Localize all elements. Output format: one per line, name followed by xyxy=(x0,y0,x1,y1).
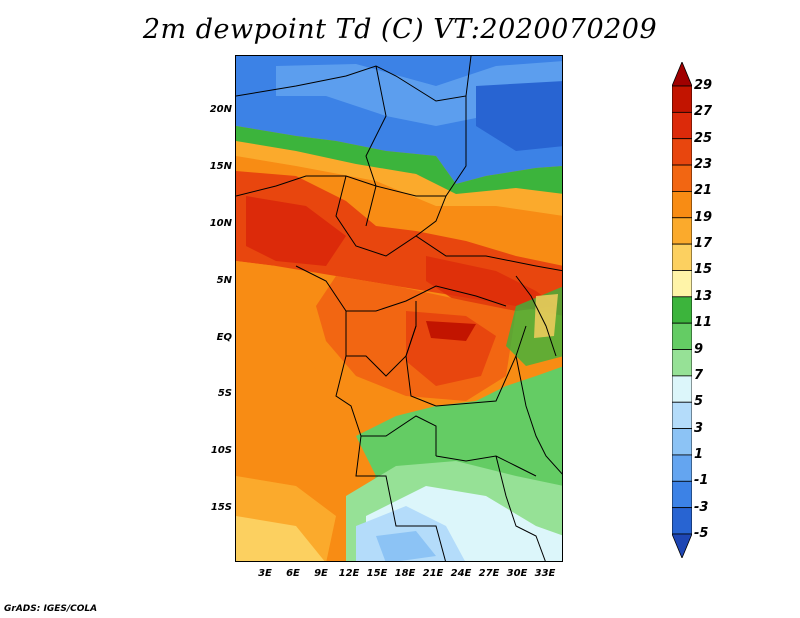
lat-label-10n: 10N xyxy=(209,218,232,229)
color-scale-label: 15 xyxy=(694,262,713,278)
color-scale-segment xyxy=(672,428,692,456)
color-scale-label: 29 xyxy=(694,78,713,93)
color-scale-label: 7 xyxy=(694,367,704,383)
color-scale-label: 17 xyxy=(694,236,713,252)
lat-label-15n: 15N xyxy=(209,161,232,172)
color-scale-segment xyxy=(672,164,692,192)
lon-label-9e: 9E xyxy=(314,568,328,579)
color-scale-segment xyxy=(672,296,692,324)
dewpoint-field xyxy=(236,56,562,561)
lon-label-30e: 30E xyxy=(506,568,528,579)
lon-label-15e: 15E xyxy=(366,568,388,579)
color-scale-label: 9 xyxy=(694,341,704,357)
lon-label-21e: 21E xyxy=(422,568,444,579)
grads-credit: GrADS: IGES/COLA xyxy=(4,604,98,614)
color-scale-label: 23 xyxy=(694,157,713,173)
color-scale-label: 1 xyxy=(694,446,704,462)
color-scale-arrow-top xyxy=(672,62,692,87)
color-scale-segment xyxy=(672,243,692,271)
lat-label-5s: 5S xyxy=(217,388,232,399)
color-scale-label: 5 xyxy=(694,394,704,410)
color-scale-label: 27 xyxy=(694,104,713,120)
color-scale-arrow-bottom xyxy=(672,533,692,558)
color-scale-label: -1 xyxy=(694,473,709,489)
color-scale-label: 21 xyxy=(694,183,713,199)
color-scale-label: 3 xyxy=(694,420,704,436)
color-scale-label: 25 xyxy=(694,130,713,146)
color-scale-bar xyxy=(672,62,692,558)
color-scale-segment xyxy=(672,270,692,298)
color-scale-label: 11 xyxy=(694,315,713,331)
lat-label-20n: 20N xyxy=(209,104,232,115)
color-scale-segment xyxy=(672,454,692,482)
color-scale-segment xyxy=(672,111,692,140)
color-scale-label: -3 xyxy=(694,499,709,515)
lon-label-6e: 6E xyxy=(286,568,300,579)
lon-label-24e: 24E xyxy=(450,568,472,579)
color-scale-label: 19 xyxy=(694,209,713,225)
lon-label-33e: 33E xyxy=(534,568,556,579)
dewpoint-map xyxy=(235,55,563,562)
lat-label-15s: 15S xyxy=(210,502,232,513)
lat-label-10s: 10S xyxy=(210,445,232,456)
color-scale-segment xyxy=(672,349,692,377)
color-scale-segment xyxy=(672,138,692,166)
lon-label-3e: 3E xyxy=(258,568,272,579)
lon-label-12e: 12E xyxy=(338,568,360,579)
color-scale-segment xyxy=(672,191,692,219)
color-scale-segment xyxy=(672,401,692,429)
color-scale-segment xyxy=(672,85,692,113)
color-scale-segment xyxy=(672,480,692,509)
map-title: 2m dewpoint Td (C) VT:2020070209 xyxy=(142,14,658,45)
color-scale-label: -5 xyxy=(694,526,709,541)
lat-label-eq: EQ xyxy=(216,332,232,343)
lat-label-5n: 5N xyxy=(216,275,232,286)
color-scale-segment xyxy=(672,375,692,403)
color-scale-label: 13 xyxy=(694,288,713,304)
color-scale-segment xyxy=(672,217,692,245)
lon-label-18e: 18E xyxy=(394,568,416,579)
color-scale-segment xyxy=(672,507,692,535)
color-scale-segment xyxy=(672,322,692,350)
lon-label-27e: 27E xyxy=(478,568,500,579)
